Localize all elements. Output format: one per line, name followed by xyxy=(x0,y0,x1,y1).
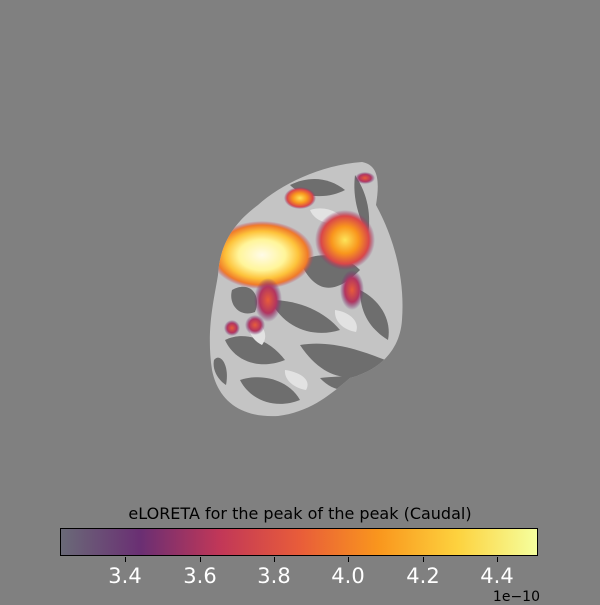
colorbar-tick-label: 4.4 xyxy=(480,564,514,588)
colorbar-tick-label: 3.4 xyxy=(108,564,142,588)
colorbar xyxy=(60,528,538,556)
colorbar-tick-label: 3.6 xyxy=(183,564,217,588)
colorbar-tick xyxy=(125,557,126,562)
colorbar-tick xyxy=(274,557,275,562)
colorbar-tick xyxy=(423,557,424,562)
colorbar-tick xyxy=(348,557,349,562)
colorbar-offset-label: 1e−10 xyxy=(492,589,540,605)
colorbar-tick-label: 3.8 xyxy=(257,564,291,588)
colorbar-tick-label: 4.2 xyxy=(406,564,440,588)
cortical-surface xyxy=(209,162,403,417)
colorbar-tick xyxy=(200,557,201,562)
colorbar-tick xyxy=(497,557,498,562)
activation-map xyxy=(210,172,375,336)
colorbar-tick-label: 4.0 xyxy=(331,564,365,588)
colorbar-title: eLORETA for the peak of the peak (Caudal… xyxy=(128,504,472,523)
